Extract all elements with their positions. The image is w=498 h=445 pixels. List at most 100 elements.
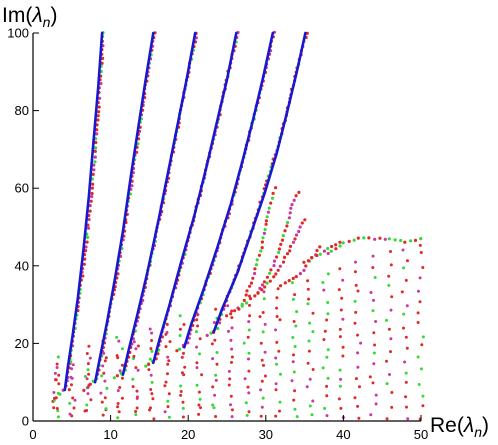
data-point-515 (245, 301, 249, 305)
data-point-649 (356, 404, 360, 408)
data-point-719 (326, 376, 330, 380)
data-point-709 (167, 392, 171, 396)
data-point-799 (70, 383, 73, 387)
data-point-927 (196, 324, 200, 328)
data-point-864 (341, 317, 345, 321)
data-point-907 (258, 315, 262, 319)
data-point-537 (288, 211, 292, 215)
data-point-736 (214, 378, 218, 382)
data-point-835 (259, 341, 263, 345)
data-point-728 (86, 392, 90, 396)
data-point-867 (389, 308, 393, 312)
y-tick-label-0: 0 (22, 414, 29, 429)
data-point-67 (97, 105, 101, 109)
data-point-685 (166, 399, 170, 403)
data-point-560 (297, 229, 301, 234)
data-point-583 (326, 246, 330, 251)
data-point-634 (117, 410, 121, 414)
data-point-740 (279, 372, 282, 376)
x-tick-label-5: 50 (414, 427, 428, 442)
data-point-602 (399, 238, 403, 243)
data-point-499 (260, 246, 264, 250)
data-point-640 (212, 406, 216, 410)
data-point-651 (390, 405, 394, 409)
data-point-841 (353, 321, 357, 325)
data-point-855 (195, 345, 199, 349)
fit-curve-5 (212, 31, 307, 334)
data-point-737 (228, 377, 232, 381)
data-point-731 (135, 389, 139, 393)
data-point-930 (248, 314, 252, 318)
data-point-840 (338, 327, 342, 331)
data-point-172 (115, 374, 119, 378)
data-point-597 (373, 237, 377, 241)
data-point-831 (198, 352, 201, 356)
data-point-935 (322, 288, 326, 292)
data-point-915 (387, 283, 391, 287)
data-point-637 (163, 410, 167, 414)
data-point-852 (148, 357, 152, 361)
data-point-885 (292, 320, 296, 323)
data-point-805 (166, 362, 170, 366)
data-point-795 (389, 337, 393, 341)
data-point-743 (321, 366, 325, 370)
data-point-562 (300, 221, 304, 225)
data-point-911 (326, 301, 330, 304)
data-point-865 (354, 310, 358, 314)
data-point-789 (292, 353, 295, 357)
data-point-897 (104, 356, 108, 360)
data-point-735 (195, 383, 199, 387)
data-point-517 (253, 294, 257, 298)
data-point-665 (229, 403, 232, 407)
data-point-53 (92, 168, 96, 172)
data-point-538 (289, 206, 293, 210)
data-point-661 (166, 405, 170, 409)
data-point-875 (132, 354, 136, 358)
data-point-507 (266, 210, 270, 214)
data-point-678 (52, 406, 56, 410)
data-point-909 (295, 310, 299, 314)
data-point-778 (120, 376, 124, 380)
data-point-684 (151, 397, 155, 401)
data-point-970 (115, 335, 119, 339)
data-point-699 (385, 382, 389, 386)
data-point-577 (302, 260, 306, 264)
data-point-761 (227, 369, 231, 373)
data-point-687 (198, 397, 202, 401)
data-point-617 (230, 415, 234, 419)
x-axis-title-prefix: Re( (430, 414, 464, 437)
data-point-879 (198, 337, 202, 341)
data-point-721 (354, 377, 358, 381)
data-point-903 (195, 330, 198, 334)
data-point-918 (55, 366, 59, 369)
data-point-59 (94, 140, 98, 145)
x-axis-title-sub: n (474, 424, 482, 440)
data-point-916 (404, 278, 408, 282)
data-point-812 (277, 349, 281, 353)
data-point-974 (178, 314, 182, 318)
data-point-50 (91, 182, 95, 186)
data-point-928 (212, 321, 216, 324)
data-point-686 (179, 393, 183, 397)
data-point-505 (264, 219, 268, 223)
data-point-926 (178, 327, 182, 331)
data-point-630 (56, 409, 60, 413)
data-point-818 (372, 331, 376, 335)
data-point-644 (278, 409, 281, 413)
data-point-490 (248, 284, 252, 288)
data-point-901 (168, 340, 172, 344)
data-point-670 (311, 399, 315, 403)
data-point-635 (134, 410, 138, 413)
data-point-530 (279, 242, 283, 246)
data-point-913 (356, 289, 360, 293)
data-point-498 (259, 249, 263, 253)
data-point-828 (147, 363, 151, 366)
data-point-977 (226, 304, 230, 308)
data-point-859 (261, 330, 265, 334)
data-point-883 (263, 322, 267, 326)
y-axis-title: Im(λn) (2, 4, 57, 30)
data-point-689 (229, 394, 233, 398)
x-axis-title: Re(λn) (430, 414, 489, 440)
data-point-987 (389, 250, 392, 253)
data-point-44 (88, 209, 92, 213)
